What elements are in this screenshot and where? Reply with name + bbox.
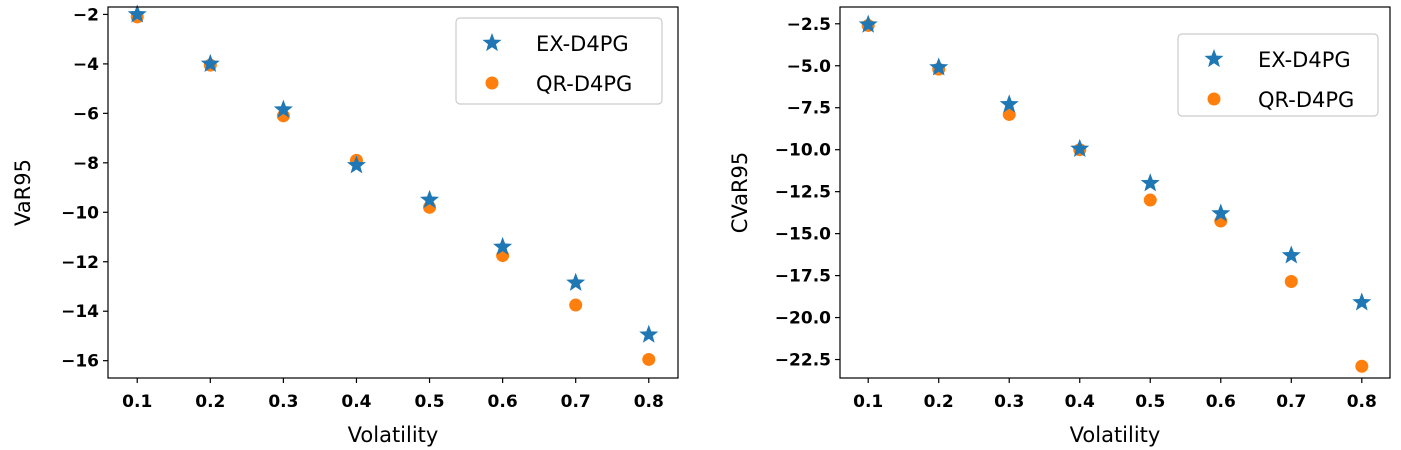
x-tick-label: 0.8 xyxy=(634,392,664,412)
plot-frame xyxy=(107,6,679,379)
x-tick-label: 0.2 xyxy=(195,392,225,412)
ex-d4pg-point xyxy=(1352,292,1372,311)
y-tick-label: −4 xyxy=(73,55,99,75)
y-axis-label: CVaR95 xyxy=(728,152,752,234)
y-tick-label: −12.5 xyxy=(775,183,831,203)
y-tick-label: −2 xyxy=(73,5,99,25)
y-tick-label: −15.0 xyxy=(775,225,831,245)
legend-box xyxy=(1177,33,1379,117)
x-tick-label: 0.6 xyxy=(488,392,518,412)
x-tick-label: 0.8 xyxy=(1347,392,1377,412)
y-tick-label: −22.5 xyxy=(775,351,831,371)
chart-panel-cvar95: 0.1 0.2 0.3 0.4 0.5 0.6 0.7 0.8 −2.5 −5.0 −7.5 −10.… xyxy=(728,6,1391,447)
y-tick-label: −20.0 xyxy=(775,309,831,329)
legend-star-icon xyxy=(482,33,502,52)
ex-d4pg-point xyxy=(858,14,878,33)
x-tick-label: 0.4 xyxy=(341,392,371,412)
y-tick-label: −8 xyxy=(73,154,99,174)
qr-d4pg-point xyxy=(1002,107,1016,121)
qr-d4pg-point xyxy=(642,352,656,366)
qr-d4pg-point xyxy=(1355,359,1369,373)
y-tick-label: −17.5 xyxy=(775,267,831,287)
legend-circle-icon xyxy=(1207,92,1221,106)
x-axis-label: Volatility xyxy=(348,423,439,447)
legend-label: EX-D4PG xyxy=(536,32,629,56)
qr-d4pg-point xyxy=(1284,274,1298,288)
legend-label: EX-D4PG xyxy=(1258,48,1351,72)
y-tick-label: −2.5 xyxy=(787,15,831,35)
legend-label: QR-D4PG xyxy=(536,72,632,96)
y-tick-label: −7.5 xyxy=(787,99,831,119)
chart-panel-var95: 0.1 0.2 0.3 0.4 0.5 0.6 0.7 0.8 −2 −4 −6 −8 −10 −12 −1… xyxy=(11,4,679,447)
x-tick-label: 0.2 xyxy=(924,392,954,412)
x-tick-label: 0.5 xyxy=(1135,392,1165,412)
legend: EX-D4PG QR-D4PG xyxy=(1177,33,1379,117)
y-tick-label: −10 xyxy=(61,203,99,223)
x-tick-label: 0.4 xyxy=(1065,392,1095,412)
ex-d4pg-point xyxy=(566,272,586,291)
x-axis-label: Volatility xyxy=(1070,423,1161,447)
x-tick-label: 0.3 xyxy=(994,392,1024,412)
y-tick-label: −5.0 xyxy=(787,57,832,77)
ex-d4pg-point xyxy=(639,324,659,343)
plot-frame xyxy=(839,6,1391,379)
qr-d4pg-point xyxy=(1143,193,1157,207)
ex-d4pg-point xyxy=(420,189,440,209)
ex-d4pg-point xyxy=(1140,173,1160,192)
y-tick-label: −16 xyxy=(61,352,99,372)
legend-circle-icon xyxy=(485,76,499,90)
x-tick-label: 0.7 xyxy=(561,392,591,412)
y-tick-label: −12 xyxy=(61,253,99,273)
ex-d4pg-point xyxy=(1281,245,1301,264)
x-tick-label: 0.1 xyxy=(122,392,152,412)
legend-box xyxy=(455,17,663,105)
x-tick-label: 0.3 xyxy=(268,392,298,412)
ex-d4pg-point xyxy=(1070,138,1090,157)
ex-d4pg-point xyxy=(1211,203,1231,222)
x-tick-label: 0.5 xyxy=(414,392,444,412)
legend-star-icon xyxy=(1204,49,1224,68)
y-tick-label: −10.0 xyxy=(775,141,831,161)
ex-d4pg-point xyxy=(493,236,513,255)
ex-d4pg-point xyxy=(929,57,949,76)
qr-d4pg-point xyxy=(569,298,583,312)
y-tick-label: −6 xyxy=(73,104,99,124)
legend: EX-D4PG QR-D4PG xyxy=(455,17,663,105)
ex-d4pg-point xyxy=(346,155,366,174)
legend-label: QR-D4PG xyxy=(1258,88,1354,112)
x-tick-label: 0.1 xyxy=(853,392,883,412)
x-tick-label: 0.6 xyxy=(1206,392,1236,412)
ex-d4pg-point xyxy=(127,4,147,23)
ex-d4pg-point xyxy=(273,99,293,118)
ex-d4pg-point xyxy=(999,94,1019,113)
y-tick-label: −14 xyxy=(61,302,99,322)
x-tick-label: 0.7 xyxy=(1276,392,1306,412)
y-axis-label: VaR95 xyxy=(11,159,35,226)
ex-d4pg-point xyxy=(200,53,220,72)
